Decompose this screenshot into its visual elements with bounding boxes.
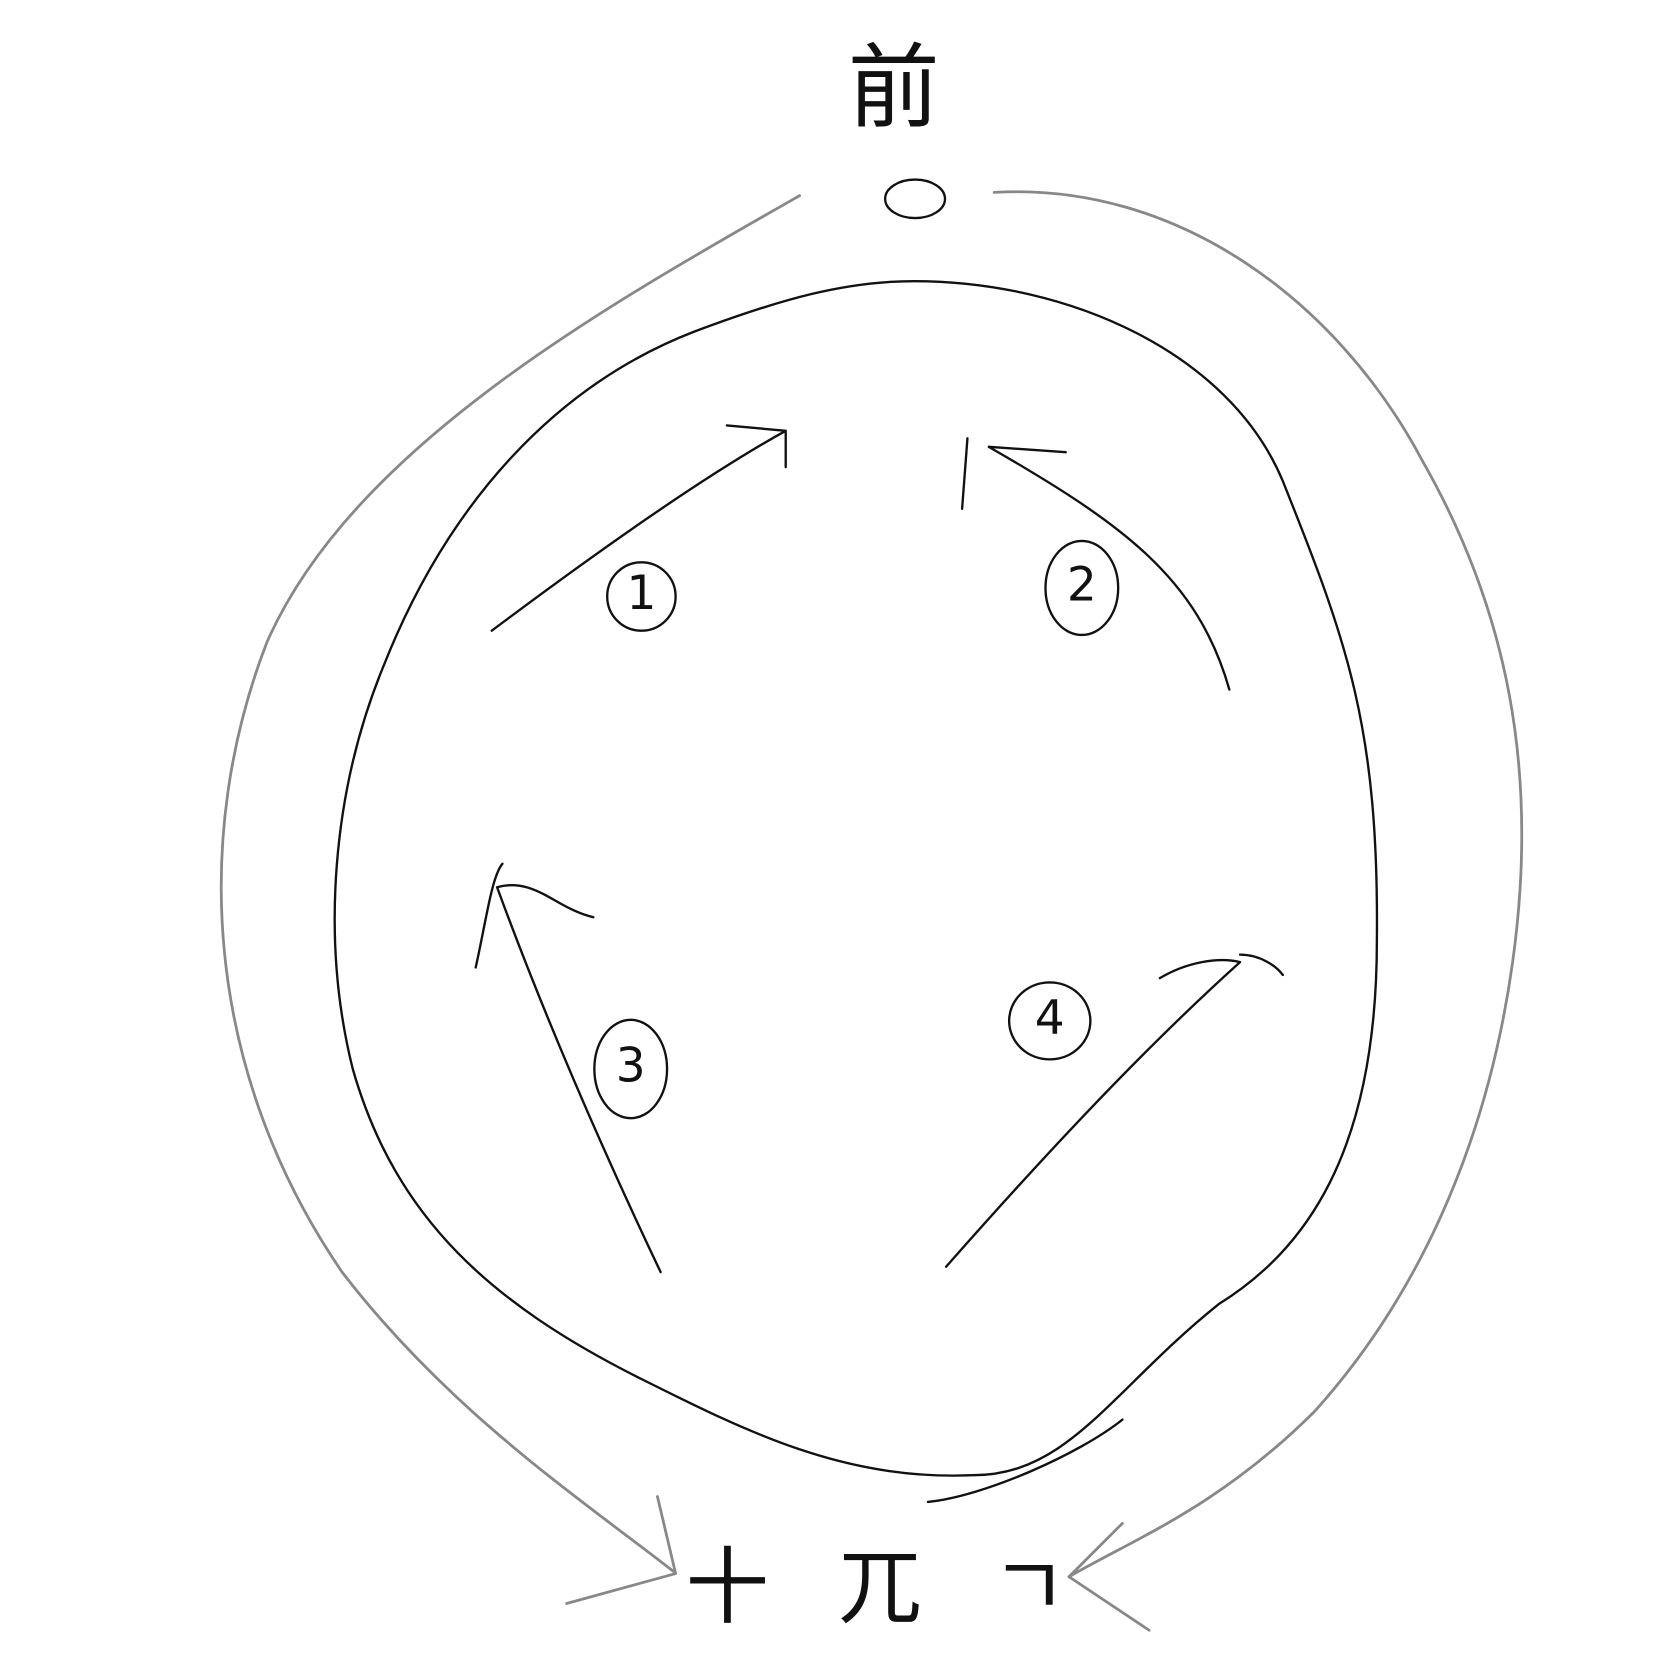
outer-arrow-left	[219, 194, 802, 1573]
step-circle	[1007, 981, 1092, 1061]
step-label: 2	[1067, 557, 1097, 612]
top-label: 前	[848, 34, 940, 141]
outer-arrow-right	[992, 190, 1524, 1579]
bottom-label: 十 兀 ㄱ	[686, 1539, 1089, 1636]
inner-circle	[333, 279, 1379, 1477]
arrow-4	[944, 953, 1284, 1268]
step-label: 4	[1035, 990, 1065, 1045]
start-marker	[883, 178, 947, 220]
arrowhead-left	[565, 1495, 677, 1605]
arrow-3	[474, 862, 662, 1274]
step-label: 1	[626, 566, 656, 621]
step-circle	[1044, 539, 1120, 637]
stroke	[926, 1418, 1124, 1504]
drawing: 前 1 2 3 4 十 兀 ㄱ	[219, 34, 1524, 1636]
step-circle	[593, 1018, 669, 1120]
step-circle	[606, 561, 677, 632]
step-label: 3	[616, 1039, 646, 1094]
arrow-2	[960, 437, 1231, 691]
arrow-1	[490, 424, 787, 632]
arrowhead-right	[1067, 1521, 1151, 1632]
